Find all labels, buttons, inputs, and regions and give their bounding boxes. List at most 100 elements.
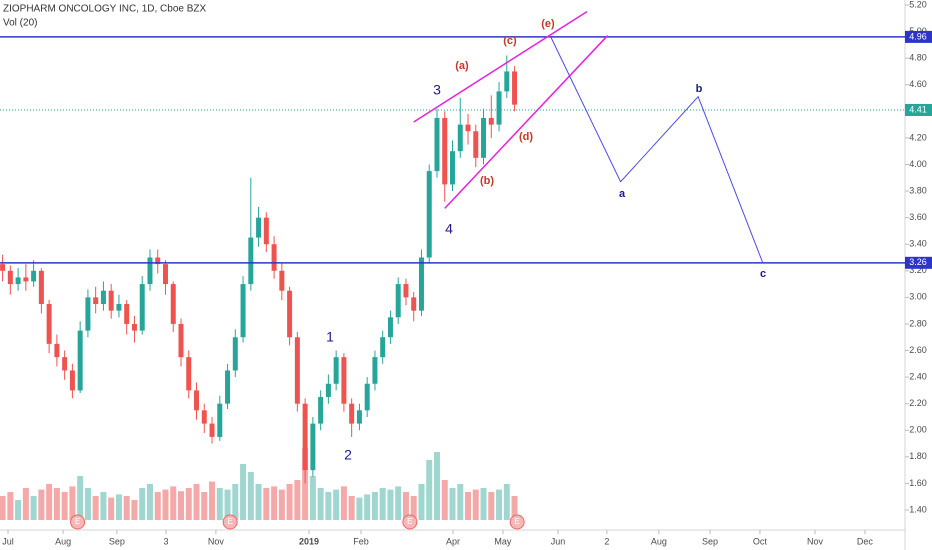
x-tick-label: 2019 (299, 536, 319, 546)
y-tick-label: 3.80 (909, 185, 927, 195)
x-tick-label: Apr (446, 536, 460, 546)
x-tick-label: Sep (702, 536, 718, 546)
candle-body (194, 390, 200, 411)
candle-body (178, 323, 184, 358)
y-tick-label: 2.20 (909, 398, 927, 408)
volume-bar (379, 488, 386, 520)
candle-body (232, 337, 238, 371)
volume-bar (178, 491, 184, 520)
x-tick-label: Dec (857, 536, 874, 546)
candle-body (387, 317, 393, 338)
candle-body (481, 117, 487, 158)
wave-label: b (696, 83, 703, 95)
volume-bar (46, 484, 53, 520)
volume-bar (216, 488, 223, 520)
level-tag (905, 103, 932, 116)
y-tick-label: 2.00 (909, 425, 927, 435)
volume-bar (441, 480, 448, 520)
volume-bar (457, 484, 464, 520)
y-tick-label: 4.80 (909, 53, 927, 63)
candle-body (310, 423, 316, 471)
candle-body (426, 171, 432, 258)
volume-bar (115, 494, 122, 520)
candle-body (240, 284, 246, 338)
candle-body (248, 237, 254, 285)
volume-bar (224, 489, 231, 520)
candle-body (0, 264, 6, 271)
candle-body (225, 370, 231, 404)
candle-body (279, 270, 285, 291)
x-tick-label: 2 (604, 536, 609, 546)
x-tick-label: Aug (55, 536, 71, 546)
level-label: 4.96 (909, 31, 927, 41)
volume-bar (503, 484, 510, 520)
y-tick-label: 2.80 (909, 318, 927, 328)
candle-body (302, 403, 308, 471)
candle-body (186, 357, 192, 391)
volume-bar (302, 448, 309, 520)
volume-bar (154, 492, 161, 520)
y-tick-label: 3.60 (909, 212, 927, 222)
y-tick-label: 4.00 (909, 159, 927, 169)
volume-bar (480, 488, 487, 520)
level-label: 3.26 (909, 257, 927, 267)
volume-bar (271, 486, 278, 520)
candle-body (139, 284, 145, 331)
volume-bar (278, 489, 285, 520)
volume-bar (449, 488, 456, 520)
volume-bar (294, 480, 301, 520)
candle-body (100, 290, 106, 305)
wave-label: (c) (503, 35, 517, 47)
x-tick-label: May (494, 536, 512, 546)
volume-bar (53, 488, 60, 520)
candle-body (465, 124, 471, 132)
volume-label: Vol (20) (3, 18, 37, 29)
earnings-label: E (514, 517, 519, 526)
volume-bar (410, 496, 417, 520)
candle-body (116, 304, 122, 311)
candle-body (504, 71, 510, 92)
candle-body (434, 117, 440, 172)
y-tick-label: 1.40 (909, 504, 927, 514)
candle-body (333, 357, 339, 384)
earnings-label: E (227, 517, 232, 526)
candle-body (162, 264, 168, 285)
candle-body (473, 131, 479, 158)
volume-bar (364, 494, 371, 520)
level-tag (905, 30, 932, 43)
volume-bar (209, 481, 216, 520)
volume-bar (22, 488, 29, 520)
candle-body (263, 217, 269, 245)
trendline (413, 11, 588, 123)
y-tick-label: 2.40 (909, 371, 927, 381)
volume-bar (38, 489, 45, 520)
candle-body (209, 423, 215, 437)
wave-label: (b) (480, 175, 494, 187)
earnings-marker (402, 514, 418, 530)
y-tick-label: 3.00 (909, 292, 927, 302)
candle-body (147, 257, 153, 285)
volume-bar (247, 472, 254, 520)
volume-bar (317, 488, 324, 520)
candle-body (418, 257, 424, 311)
volume-bar (240, 464, 247, 520)
volume-bar (402, 492, 409, 520)
y-tick-label: 4.20 (909, 132, 927, 142)
volume-bar (84, 488, 91, 520)
level-label: 4.41 (909, 104, 927, 114)
volume-bar (170, 486, 177, 520)
x-tick-label: Aug (651, 536, 667, 546)
trendline (444, 35, 609, 209)
earnings-label: E (75, 517, 80, 526)
projection-path (550, 36, 764, 263)
wave-label: 1 (326, 329, 334, 345)
x-tick-label: 3 (163, 536, 168, 546)
volume-bar (61, 492, 68, 520)
volume-bar (7, 492, 14, 520)
wave-label: 2 (344, 447, 352, 463)
x-tick-label: Feb (353, 536, 369, 546)
candle-body (93, 297, 99, 305)
y-tick-label: 5.20 (909, 0, 927, 9)
x-tick-label: Nov (208, 536, 225, 546)
candle-body (77, 330, 83, 391)
